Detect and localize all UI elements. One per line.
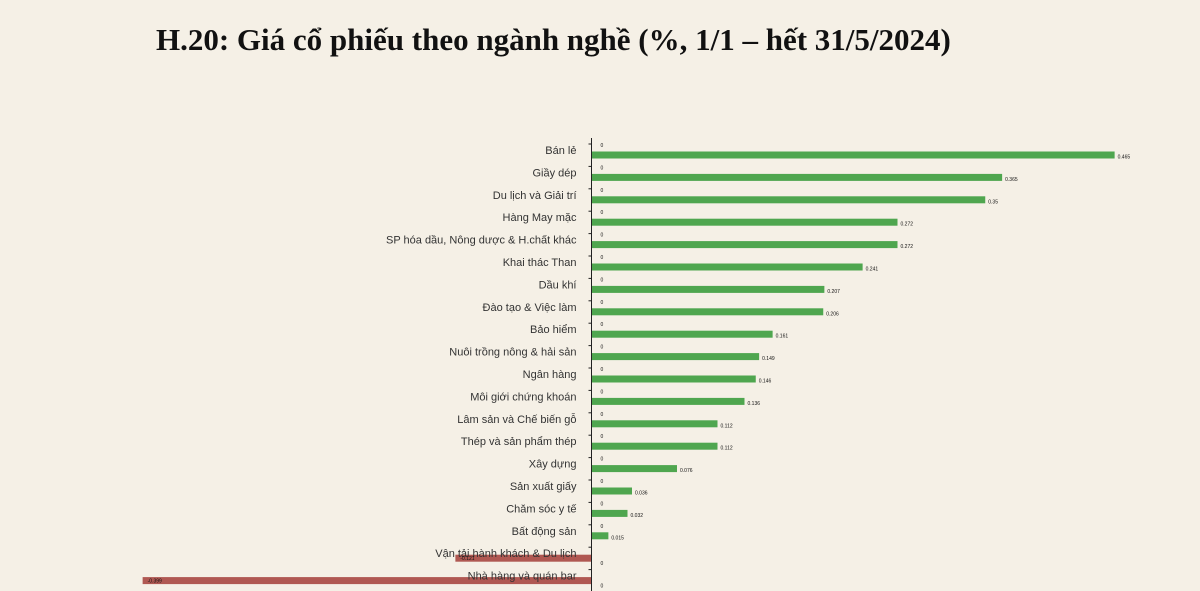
bar — [591, 308, 824, 316]
zero-label: 0 — [601, 255, 604, 261]
zero-label: 0 — [601, 457, 604, 463]
bars-layer — [142, 151, 1115, 585]
zero-label: 0 — [601, 367, 604, 373]
category-label: Môi giới chứng khoán — [470, 391, 576, 403]
zero-label: 0 — [601, 434, 604, 440]
bar — [591, 173, 1003, 181]
category-label: Chăm sóc y tế — [506, 503, 576, 515]
bar — [591, 375, 756, 383]
value-label: 0.206 — [826, 311, 839, 317]
category-label: SP hóa dầu, Nông dược & H.chất khác — [386, 235, 577, 247]
category-label: Xây dựng — [529, 459, 577, 471]
value-label: -0.399 — [148, 579, 162, 585]
value-label: 0.076 — [680, 468, 693, 474]
value-label: 0.015 — [611, 535, 624, 541]
category-label: Nhà hàng và quán bar — [468, 571, 577, 583]
value-label: 0.365 — [1005, 177, 1018, 183]
bar — [591, 420, 718, 428]
value-label: 0.112 — [721, 446, 733, 452]
labels-layer: Bán lẻ 0 0.465 Giầy dép 0 0.365 Du lịch và Giả… — [148, 143, 1131, 590]
zero-label: 0 — [601, 233, 604, 239]
value-label: 0.207 — [827, 289, 840, 295]
bar — [455, 554, 592, 562]
zero-label: 0 — [601, 188, 604, 194]
category-label: Nuôi trồng nông & hải sản — [449, 347, 576, 359]
value-label: 0.241 — [866, 267, 879, 273]
bar — [591, 487, 632, 495]
zero-label: 0 — [601, 479, 604, 485]
category-label: Lâm sản và Chế biến gỗ — [457, 413, 576, 426]
zero-label: 0 — [601, 345, 604, 351]
category-label: Khai thác Than — [503, 257, 577, 269]
bar — [142, 577, 592, 585]
category-label: Sản xuất giấy — [510, 481, 577, 493]
value-label: 0.146 — [759, 379, 772, 385]
zero-label: 0 — [601, 300, 604, 306]
bar — [591, 442, 718, 450]
value-label: 0.35 — [988, 199, 998, 205]
value-label: 0.272 — [901, 222, 914, 228]
zero-label: 0 — [601, 561, 604, 567]
value-label: -0.121 — [460, 556, 474, 562]
value-label: 0.112 — [721, 423, 733, 429]
zero-label: 0 — [601, 277, 604, 283]
value-label: 0.272 — [901, 244, 914, 250]
zero-label: 0 — [601, 524, 604, 530]
category-label: Thép và sản phẩm thép — [461, 436, 577, 448]
category-label: Vận tải hành khách & Du lịch — [435, 548, 576, 560]
zero-label: 0 — [601, 584, 604, 590]
value-label: 0.032 — [631, 513, 644, 519]
bar — [591, 397, 745, 405]
category-label: Giầy dép — [532, 167, 576, 179]
zero-label: 0 — [601, 143, 604, 149]
category-label: Du lịch và Giải trí — [493, 190, 577, 202]
zero-label: 0 — [601, 322, 604, 328]
zero-label: 0 — [601, 412, 604, 418]
value-label: 0.149 — [762, 356, 775, 362]
bar — [591, 285, 825, 293]
category-label: Bảo hiểm — [530, 324, 576, 336]
bar — [591, 151, 1115, 159]
bar — [591, 218, 898, 226]
bar — [591, 532, 609, 540]
zero-label: 0 — [601, 165, 604, 171]
bar — [591, 509, 628, 517]
category-label: Bán lẻ — [545, 145, 576, 157]
zero-label: 0 — [601, 210, 604, 216]
bar — [591, 465, 677, 473]
category-label: Dầu khí — [539, 279, 577, 291]
chart-title: H.20: Giá cổ phiếu theo ngành nghề (%, 1… — [156, 22, 951, 57]
value-label: 0.161 — [776, 334, 789, 340]
category-label: Hàng May mặc — [503, 212, 577, 224]
bar — [591, 263, 863, 271]
category-label: Ngân hàng — [523, 369, 577, 381]
bar — [591, 353, 760, 361]
value-label: 0.036 — [635, 491, 648, 497]
bar — [591, 330, 773, 338]
category-label: Bất động sản — [512, 526, 577, 538]
value-label: 0.465 — [1118, 155, 1131, 161]
bar — [591, 241, 898, 249]
zero-label: 0 — [601, 389, 604, 395]
category-label: Đào tạo & Việc làm — [483, 302, 577, 314]
zero-label: 0 — [601, 501, 604, 507]
value-label: 0.136 — [748, 401, 761, 407]
bar — [591, 196, 986, 204]
